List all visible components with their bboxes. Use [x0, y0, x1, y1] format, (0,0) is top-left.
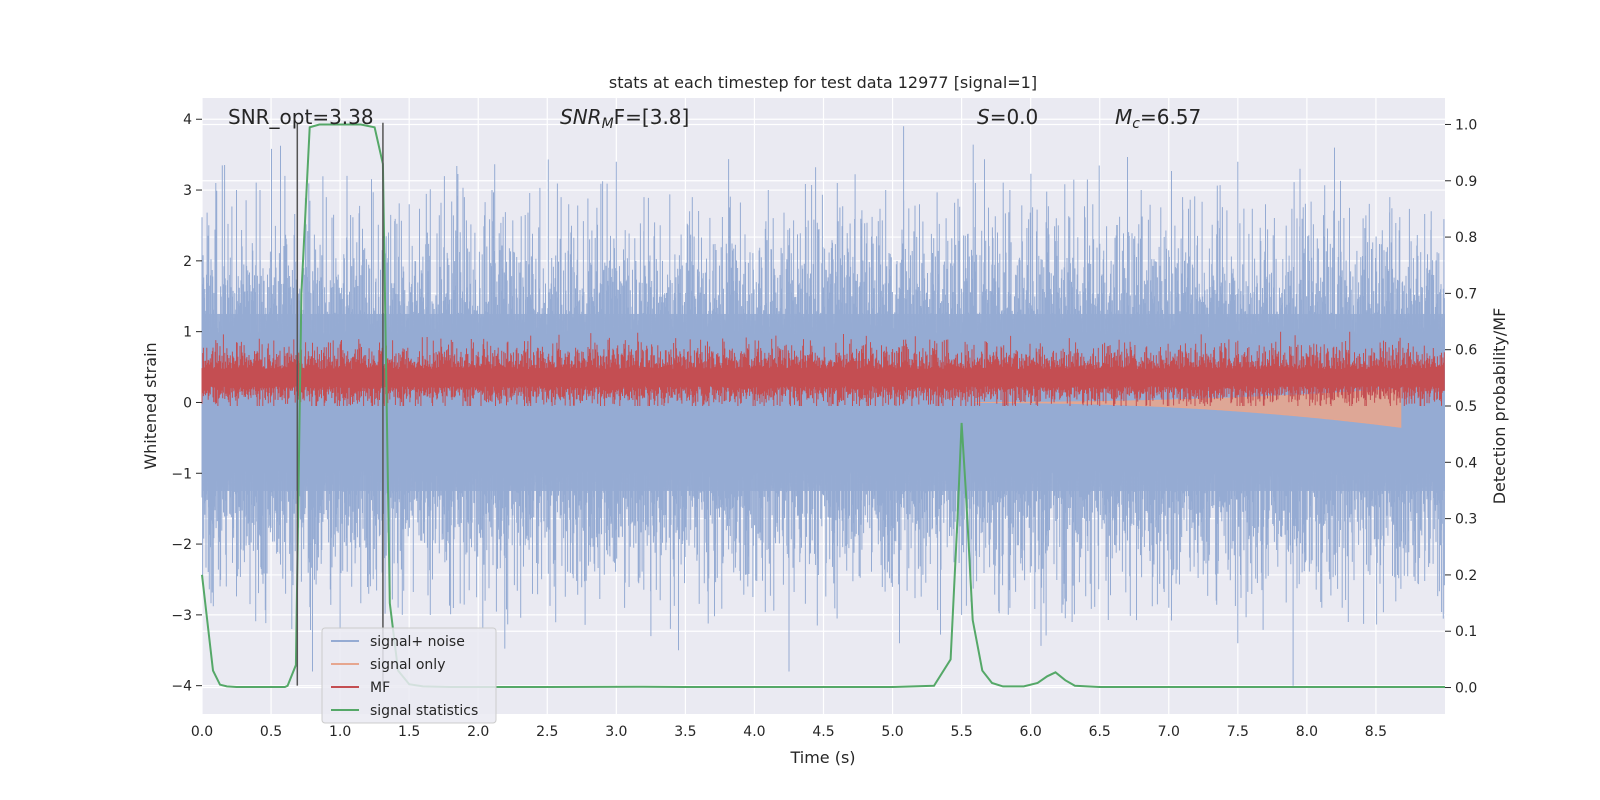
- y2-axis-label: Detection probability/MF: [1490, 308, 1509, 505]
- x-tick-label: 4.5: [812, 724, 834, 740]
- y2-tick-label: 0.6: [1455, 343, 1477, 359]
- legend-label-signal-noise: signal+ noise: [370, 634, 465, 650]
- y-tick-label: 0: [183, 395, 192, 411]
- x-axis-label: Time (s): [789, 748, 855, 767]
- s-var: S: [977, 105, 990, 129]
- snr-mf-rest: F=[3.8]: [614, 105, 690, 129]
- x-tick-label: 7.5: [1227, 724, 1249, 740]
- y2-tick-label: 0.7: [1455, 286, 1477, 302]
- signal-only-layer: [975, 388, 1402, 428]
- x-tick-label: 0.0: [191, 724, 213, 740]
- x-tick-label: 1.5: [398, 724, 420, 740]
- x-tick-label: 3.0: [605, 724, 627, 740]
- vertical-marker-layer: [296, 122, 384, 686]
- legend-label-signal-only: signal only: [370, 657, 445, 673]
- x-tick-label: 5.0: [881, 724, 903, 740]
- y2-tick-label: 0.2: [1455, 568, 1477, 584]
- legend: signal+ noise signal only MF signal stat…: [321, 627, 497, 724]
- y-tick-label: −3: [171, 608, 192, 624]
- y2-tick-label: 0.9: [1455, 174, 1477, 190]
- mf-line: [201, 331, 1445, 406]
- y2-tick-label: 0.3: [1455, 512, 1477, 528]
- legend-label-signal-statistics: signal statistics: [370, 703, 478, 719]
- tick-layer: 0.0 0.5 1.0 1.5 2.0 2.5 3.0 3.5 4.0 4.5 5.0 5.5 6.0 6…: [171, 112, 1477, 740]
- x-tick-label: 8.5: [1365, 724, 1387, 740]
- y-tick-label: 1: [183, 325, 192, 341]
- signal-statistics-layer: [201, 123, 1445, 688]
- y2-tick-label: 0.8: [1455, 230, 1477, 246]
- x-tick-label: 3.5: [674, 724, 696, 740]
- x-tick-label: 6.0: [1020, 724, 1042, 740]
- x-tick-label: 7.0: [1158, 724, 1180, 740]
- legend-box: [321, 627, 497, 724]
- y2-tick-label: 0.0: [1455, 681, 1477, 697]
- y2-tick-label: 1.0: [1455, 117, 1477, 133]
- x-tick-label: 8.0: [1296, 724, 1318, 740]
- x-tick-label: 2.0: [467, 724, 489, 740]
- snr-mf-sub: M: [602, 116, 614, 132]
- snr-mf-main: SNR: [560, 105, 602, 129]
- signal-only-line: [975, 388, 1402, 428]
- s-rest: =0.0: [990, 105, 1039, 129]
- y2-tick-label: 0.1: [1455, 624, 1477, 640]
- s-annotation: S=0.0: [977, 105, 1038, 129]
- mc-var: M: [1115, 105, 1132, 129]
- y2-tick-label: 0.5: [1455, 399, 1477, 415]
- chart-title: stats at each timestep for test data 129…: [609, 73, 1037, 92]
- x-tick-label: 1.0: [329, 724, 351, 740]
- y-tick-label: −4: [171, 679, 192, 695]
- mf-layer: [201, 331, 1445, 406]
- y-tick-label: −1: [171, 466, 192, 482]
- x-tick-label: 6.5: [1089, 724, 1111, 740]
- legend-label-mf: MF: [370, 680, 390, 696]
- x-tick-label: 0.5: [260, 724, 282, 740]
- y-axis-label: Whitened strain: [141, 342, 160, 469]
- mc-annotation: Mc=6.57: [1115, 105, 1201, 132]
- y2-tick-label: 0.4: [1455, 455, 1477, 471]
- mc-rest: =6.57: [1140, 105, 1201, 129]
- snr-mf-annotation: SNRMF=[3.8]: [560, 105, 689, 132]
- y-tick-label: 4: [183, 112, 192, 128]
- x-tick-label: 5.5: [950, 724, 972, 740]
- y-tick-label: −2: [171, 537, 192, 553]
- x-tick-label: 4.0: [743, 724, 765, 740]
- y-tick-label: 2: [183, 254, 192, 270]
- x-tick-label: 2.5: [536, 724, 558, 740]
- mc-sub: c: [1132, 116, 1140, 132]
- y-tick-label: 3: [183, 183, 192, 199]
- signal-statistics-line: [201, 123, 1445, 688]
- snr-opt-annotation: SNR_opt=3.38: [228, 105, 374, 129]
